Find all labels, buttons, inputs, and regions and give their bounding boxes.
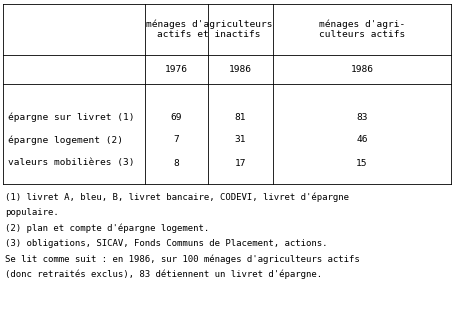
- Text: (3) obligations, SICAV, Fonds Communs de Placement, actions.: (3) obligations, SICAV, Fonds Communs de…: [5, 239, 327, 248]
- Text: 8: 8: [173, 158, 179, 167]
- Text: Se lit comme suit : en 1986, sur 100 ménages d'agriculteurs actifs: Se lit comme suit : en 1986, sur 100 mén…: [5, 254, 360, 264]
- Text: épargne sur livret (1): épargne sur livret (1): [8, 112, 134, 122]
- Text: 17: 17: [235, 158, 246, 167]
- Text: (2) plan et compte d'épargne logement.: (2) plan et compte d'épargne logement.: [5, 223, 209, 233]
- Text: 7: 7: [173, 136, 179, 145]
- Text: 15: 15: [356, 158, 368, 167]
- Text: 69: 69: [171, 112, 182, 121]
- Text: 46: 46: [356, 136, 368, 145]
- Text: (1) livret A, bleu, B, livret bancaire, CODEVI, livret d'épargne: (1) livret A, bleu, B, livret bancaire, …: [5, 192, 349, 202]
- Text: 1986: 1986: [229, 65, 252, 74]
- Text: 81: 81: [235, 112, 246, 121]
- Text: 31: 31: [235, 136, 246, 145]
- Text: ménages d'agri-
culteurs actifs: ménages d'agri- culteurs actifs: [319, 20, 405, 40]
- Text: 83: 83: [356, 112, 368, 121]
- Text: (donc retraités exclus), 83 détiennent un livret d'épargne.: (donc retraités exclus), 83 détiennent u…: [5, 270, 322, 279]
- Text: populaire.: populaire.: [5, 208, 59, 217]
- Text: 1986: 1986: [350, 65, 374, 74]
- Text: valeurs mobilières (3): valeurs mobilières (3): [8, 158, 134, 167]
- Text: ménages d'agriculteurs
actifs et inactifs: ménages d'agriculteurs actifs et inactif…: [146, 20, 272, 40]
- Text: 1976: 1976: [165, 65, 188, 74]
- Text: épargne logement (2): épargne logement (2): [8, 135, 123, 145]
